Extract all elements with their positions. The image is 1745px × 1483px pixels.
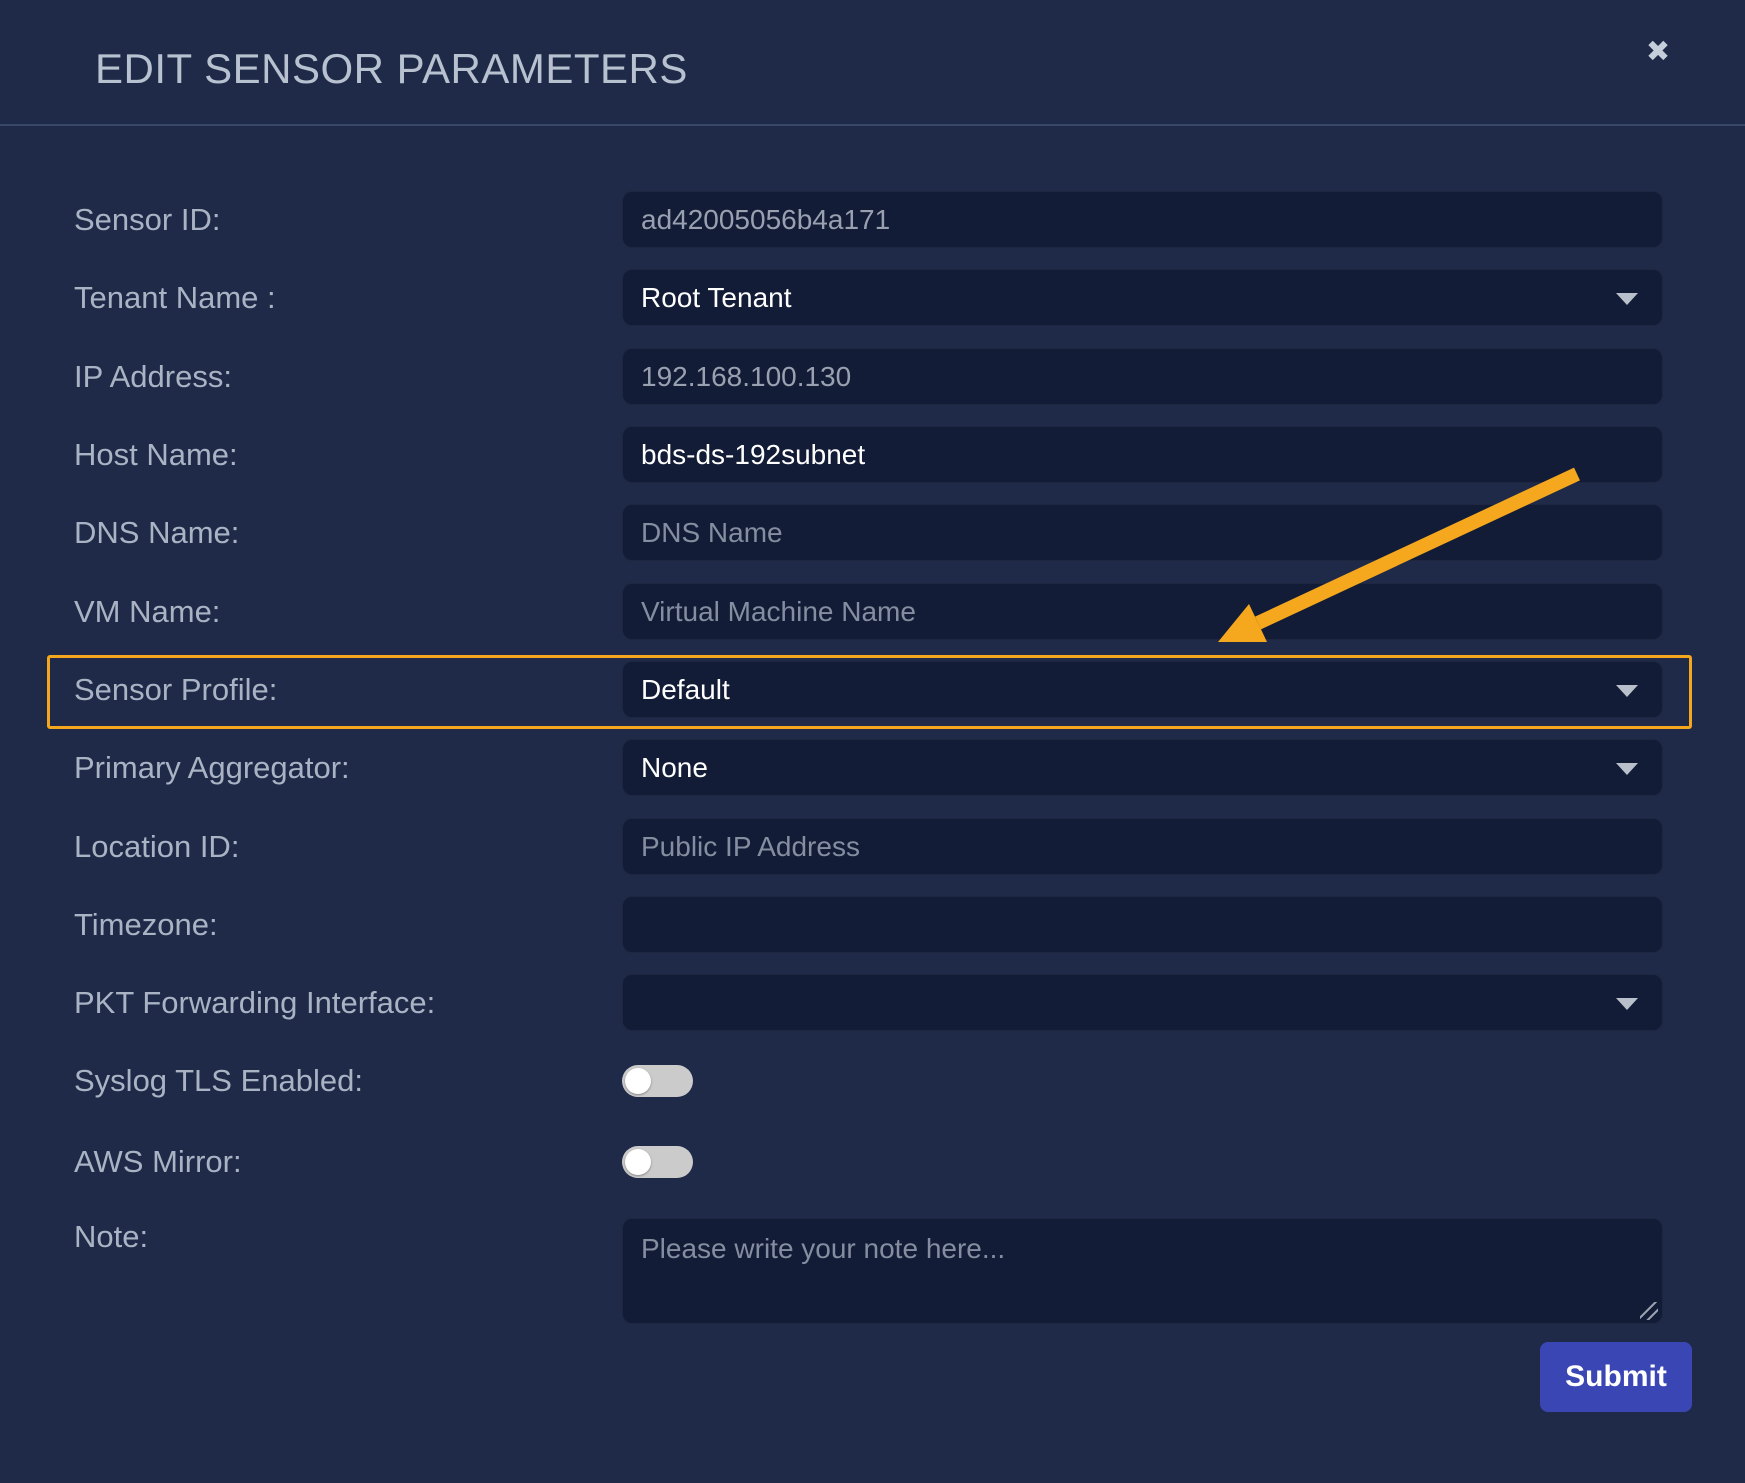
ip-address-field[interactable]: 192.168.100.130: [622, 348, 1663, 405]
sensor-id-label: Sensor ID:: [74, 202, 221, 237]
primary-aggregator-value: None: [641, 752, 708, 783]
tenant-name-select[interactable]: Root Tenant: [622, 269, 1663, 326]
submit-button[interactable]: Submit: [1540, 1342, 1692, 1412]
sensor-profile-value: Default: [641, 674, 730, 705]
row-ip-address: IP Address: 192.168.100.130: [0, 348, 1745, 405]
row-syslog-tls: Syslog TLS Enabled:: [0, 1052, 1745, 1109]
ip-address-value: 192.168.100.130: [641, 361, 852, 392]
row-note: Note:: [0, 1218, 1745, 1324]
host-name-value: bds-ds-192subnet: [641, 439, 866, 470]
sensor-id-value: ad42005056b4a171: [641, 204, 891, 235]
row-pkt-forwarding-interface: PKT Forwarding Interface:: [0, 974, 1745, 1031]
host-name-field[interactable]: bds-ds-192subnet: [622, 426, 1663, 483]
row-primary-aggregator: Primary Aggregator: None: [0, 739, 1745, 796]
ip-address-label: IP Address:: [74, 359, 232, 394]
timezone-input[interactable]: [622, 896, 1663, 953]
dns-name-input[interactable]: [622, 504, 1663, 561]
note-label: Note:: [74, 1219, 149, 1254]
row-location-id: Location ID:: [0, 818, 1745, 875]
chevron-down-icon: [1616, 763, 1638, 775]
row-vm-name: VM Name:: [0, 583, 1745, 640]
aws-mirror-toggle[interactable]: [622, 1146, 693, 1178]
timezone-label: Timezone:: [74, 907, 218, 942]
sensor-profile-label: Sensor Profile:: [74, 672, 278, 707]
chevron-down-icon: [1616, 998, 1638, 1010]
vm-name-input[interactable]: [622, 583, 1663, 640]
row-host-name: Host Name: bds-ds-192subnet: [0, 426, 1745, 483]
syslog-tls-label: Syslog TLS Enabled:: [74, 1063, 363, 1098]
tenant-name-label: Tenant Name :: [74, 280, 276, 315]
row-sensor-id: Sensor ID: ad42005056b4a171: [0, 191, 1745, 248]
primary-aggregator-label: Primary Aggregator:: [74, 750, 350, 785]
vm-name-label: VM Name:: [74, 594, 221, 629]
dns-name-label: DNS Name:: [74, 515, 240, 550]
host-name-label: Host Name:: [74, 437, 238, 472]
toggle-knob: [625, 1149, 651, 1175]
row-aws-mirror: AWS Mirror:: [0, 1133, 1745, 1190]
row-tenant-name: Tenant Name : Root Tenant: [0, 269, 1745, 326]
chevron-down-icon: [1616, 685, 1638, 697]
primary-aggregator-select[interactable]: None: [622, 739, 1663, 796]
pkt-forwarding-interface-select[interactable]: [622, 974, 1663, 1031]
sensor-id-field[interactable]: ad42005056b4a171: [622, 191, 1663, 248]
modal-title: EDIT SENSOR PARAMETERS: [95, 45, 688, 92]
pkt-forwarding-interface-label: PKT Forwarding Interface:: [74, 985, 436, 1020]
location-id-label: Location ID:: [74, 829, 240, 864]
note-textarea[interactable]: [622, 1218, 1663, 1324]
location-id-input[interactable]: [622, 818, 1663, 875]
row-sensor-profile: Sensor Profile: Default: [0, 661, 1745, 718]
syslog-tls-toggle[interactable]: [622, 1065, 693, 1097]
aws-mirror-label: AWS Mirror:: [74, 1144, 242, 1179]
modal-header: EDIT SENSOR PARAMETERS ✖: [0, 0, 1745, 126]
chevron-down-icon: [1616, 293, 1638, 305]
row-dns-name: DNS Name:: [0, 504, 1745, 561]
row-timezone: Timezone:: [0, 896, 1745, 953]
sensor-profile-select[interactable]: Default: [622, 661, 1663, 718]
toggle-knob: [625, 1068, 651, 1094]
tenant-name-value: Root Tenant: [641, 282, 792, 313]
resize-handle-icon[interactable]: [1640, 1302, 1658, 1320]
close-icon[interactable]: ✖: [1645, 36, 1671, 68]
